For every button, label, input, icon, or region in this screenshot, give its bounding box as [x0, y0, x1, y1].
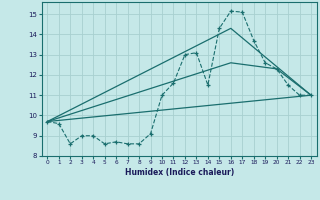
X-axis label: Humidex (Indice chaleur): Humidex (Indice chaleur) [124, 168, 234, 177]
